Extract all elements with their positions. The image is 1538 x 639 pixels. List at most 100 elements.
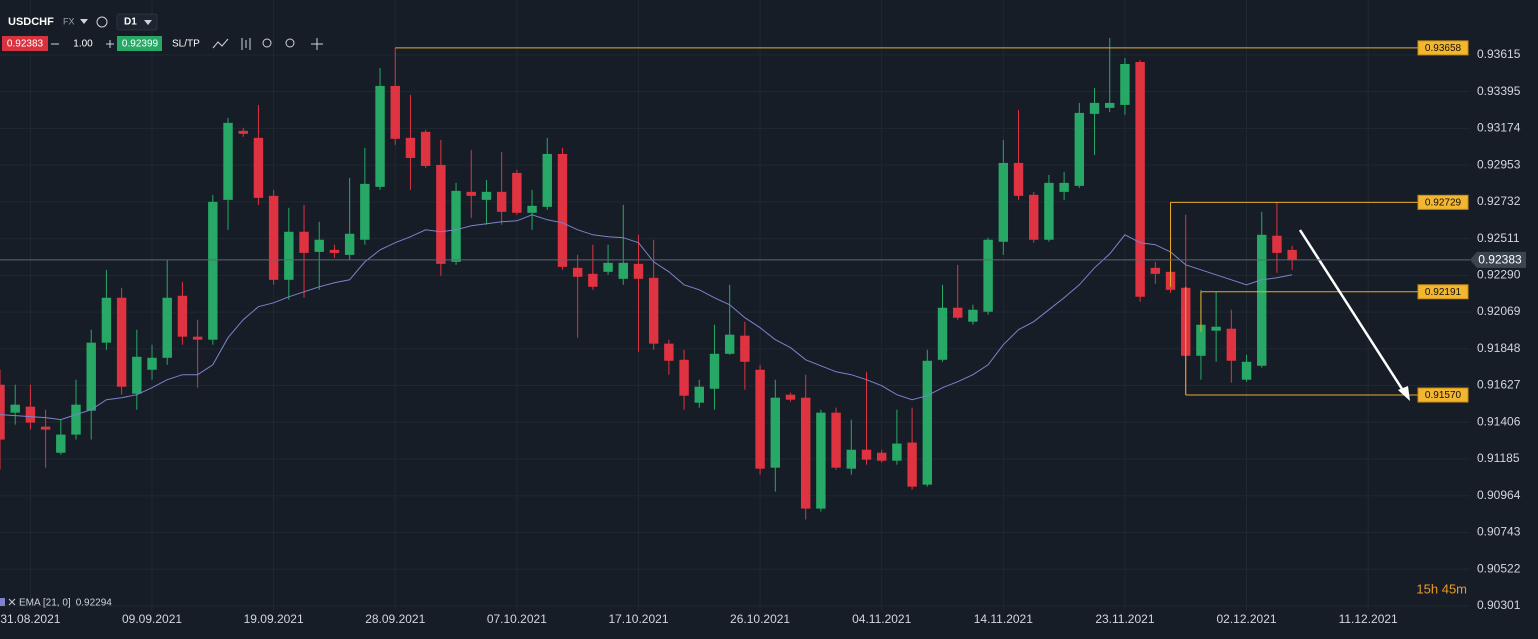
candle-body [436, 164, 446, 264]
x-tick-label: 11.12.2021 [1339, 612, 1398, 626]
candle-body [86, 342, 96, 411]
symbol[interactable]: USDCHF [8, 16, 54, 28]
candle-body [740, 335, 750, 362]
y-tick-label: 0.91848 [1477, 341, 1521, 355]
move-icon[interactable] [311, 38, 323, 50]
candle-body [998, 162, 1009, 242]
remove-icon[interactable] [8, 598, 16, 606]
candle-body [892, 443, 902, 461]
toolbar: USDCHF FX D1 0.92383 1.00 0.92399 SL/TP [2, 13, 323, 51]
info-icon[interactable] [96, 16, 108, 28]
candle-body [1074, 112, 1085, 186]
candle-body [0, 384, 5, 440]
y-tick-label: 0.93395 [1477, 84, 1521, 98]
x-tick-label: 23.11.2021 [1095, 612, 1154, 626]
level-label: 0.93658 [1425, 43, 1462, 54]
y-tick-label: 0.93615 [1477, 47, 1521, 61]
candle-body [56, 434, 66, 453]
candle-body [420, 131, 431, 166]
x-tick-label: 04.11.2021 [852, 612, 911, 626]
ask-box[interactable] [117, 36, 162, 51]
candle-body [588, 273, 598, 287]
candle-body [557, 153, 568, 267]
candle-body [512, 172, 522, 213]
level-label: 0.92191 [1425, 287, 1462, 298]
candle-tool-icon[interactable] [241, 38, 251, 50]
sl-tp[interactable]: SL/TP [172, 39, 200, 50]
candle-body [496, 191, 507, 212]
timeframe-box[interactable] [116, 13, 158, 31]
level-label-box [1417, 387, 1469, 403]
candle-body [1257, 234, 1267, 366]
candle-body [527, 205, 537, 213]
arrow-shaft [1298, 229, 1406, 393]
x-tick-label: 09.09.2021 [122, 612, 182, 626]
x-tick-label: 31.08.2021 [0, 612, 60, 626]
line-tool-icon[interactable] [212, 38, 229, 49]
plot [0, 37, 1470, 520]
y-tick-label: 0.92732 [1477, 194, 1521, 208]
candle-body [360, 183, 370, 240]
candle-body [1135, 62, 1145, 297]
candle-body [223, 122, 233, 200]
candle-body [770, 397, 780, 468]
candle-body [1196, 324, 1206, 356]
plus-icon[interactable] [106, 40, 114, 48]
y-tick-label: 0.91627 [1477, 378, 1521, 392]
dropdown-caret[interactable] [144, 20, 152, 25]
candle-body [709, 353, 720, 389]
candle-body [284, 231, 294, 280]
candle-body [922, 360, 933, 485]
zoom-in-icon[interactable] [285, 38, 295, 48]
indicator-legend: EMA [21, 0] 0.92294 [0, 598, 112, 609]
candle-body [694, 386, 704, 403]
y-tick-label: 0.92290 [1477, 267, 1521, 281]
candle-body [1089, 102, 1100, 114]
candle-body [846, 449, 857, 469]
legend-value: 0.92294 [76, 598, 113, 609]
x-tick-label: 02.12.2021 [1217, 612, 1277, 626]
candle-body [1211, 326, 1221, 331]
y-tick-label: 0.90522 [1477, 561, 1521, 575]
level-label-box [1417, 194, 1469, 210]
timeframe[interactable]: D1 [124, 17, 137, 28]
candle-body [1241, 361, 1252, 380]
current-price-label: 0.92383 [1478, 253, 1522, 267]
candle-body [800, 397, 811, 509]
candle-body [755, 369, 765, 469]
candle-body [40, 426, 51, 430]
x-tick-label: 14.11.2021 [974, 612, 1033, 626]
x-tick-label: 07.10.2021 [487, 612, 547, 626]
candle-body [25, 406, 36, 423]
indicator-line [0, 214, 1293, 421]
ask-price[interactable]: 0.92399 [122, 39, 159, 50]
candle-body [1029, 194, 1039, 240]
candle-body [952, 307, 963, 318]
candle-body [679, 359, 689, 396]
candle-body [968, 309, 978, 322]
candle-body [664, 343, 674, 361]
x-tick-label: 17.10.2021 [608, 612, 668, 626]
candle-body [71, 404, 81, 435]
bid-price[interactable]: 0.92383 [7, 39, 44, 50]
candle-body [329, 249, 340, 253]
bid-box[interactable] [2, 36, 48, 51]
candle-body [390, 85, 400, 139]
quantity[interactable]: 1.00 [73, 39, 93, 50]
y-tick-label: 0.90964 [1477, 488, 1521, 502]
candle-body [208, 201, 218, 340]
candle-body [1287, 249, 1297, 260]
dropdown-caret[interactable] [80, 19, 88, 24]
y-tick-label: 0.92511 [1477, 231, 1520, 245]
candle-body [633, 263, 644, 279]
candle-body [238, 130, 248, 134]
zoom-out-icon[interactable] [262, 38, 272, 48]
level-label: 0.92729 [1425, 197, 1462, 208]
candle-body [542, 153, 552, 207]
candle-body [162, 297, 172, 358]
candle-body [1059, 182, 1069, 192]
candle-body [466, 191, 476, 196]
